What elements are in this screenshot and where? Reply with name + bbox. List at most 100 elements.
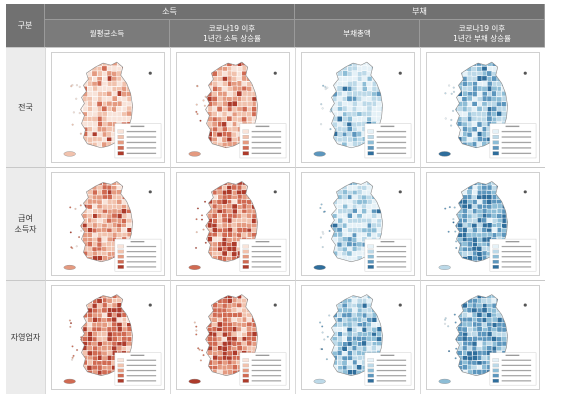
region (246, 111, 252, 118)
region (455, 251, 458, 257)
region (205, 246, 209, 253)
legend-swatch (117, 244, 124, 249)
region (506, 303, 508, 309)
region (116, 62, 123, 67)
region (205, 65, 208, 72)
region (101, 105, 108, 112)
region (87, 294, 94, 300)
region (496, 90, 502, 97)
region (107, 331, 113, 338)
legend-swatch (367, 135, 374, 139)
region (330, 251, 334, 258)
island (444, 317, 447, 320)
korea-map (438, 294, 537, 386)
legend-swatch (117, 373, 124, 378)
region (205, 250, 209, 257)
region (381, 81, 383, 88)
legend-label (251, 147, 282, 149)
region (226, 91, 233, 98)
region (221, 198, 228, 205)
region (256, 336, 258, 342)
region (205, 121, 209, 128)
region (207, 147, 214, 148)
region (92, 85, 99, 92)
map-cell (45, 280, 170, 394)
region (241, 106, 248, 113)
legend-label (376, 256, 407, 258)
region (211, 260, 218, 262)
region (506, 65, 508, 72)
region (256, 303, 258, 309)
region (337, 146, 343, 148)
legend-label (501, 380, 532, 382)
region (347, 360, 354, 366)
region (80, 298, 84, 304)
region (476, 312, 483, 318)
island (452, 218, 455, 221)
region (106, 146, 113, 148)
region (381, 65, 383, 72)
region (205, 217, 208, 224)
region (501, 208, 508, 215)
region (92, 189, 99, 196)
region (231, 222, 238, 229)
region (341, 194, 348, 200)
region (246, 100, 253, 107)
korea-map (438, 61, 537, 159)
legend-swatch (492, 378, 499, 383)
region (106, 100, 113, 107)
region (505, 101, 508, 108)
region (496, 115, 503, 122)
region (97, 260, 103, 262)
region (131, 312, 133, 318)
island (71, 358, 74, 361)
region (131, 70, 133, 77)
legend-label (251, 141, 282, 144)
jeju-island (63, 151, 76, 157)
region (342, 75, 349, 82)
region (476, 222, 483, 229)
region (241, 194, 248, 200)
region (206, 65, 213, 72)
region (226, 131, 233, 138)
region (361, 194, 368, 201)
region (222, 326, 228, 333)
region (496, 70, 503, 77)
country-outline (455, 61, 508, 149)
island (195, 231, 198, 234)
legend-swatch (492, 373, 499, 378)
legend-label (126, 359, 157, 361)
region (255, 218, 258, 224)
region (121, 208, 127, 215)
region (231, 199, 238, 205)
region (466, 85, 473, 92)
region (231, 100, 238, 107)
region (236, 345, 243, 351)
legend-title (505, 125, 520, 128)
region (486, 317, 493, 323)
region (121, 189, 128, 196)
region (352, 100, 358, 107)
island (193, 321, 196, 324)
region (82, 184, 89, 191)
legend-title (130, 125, 145, 128)
region (251, 181, 258, 187)
region (506, 185, 508, 191)
region (330, 116, 333, 123)
region (101, 184, 108, 191)
region (232, 364, 238, 371)
region (481, 75, 488, 82)
region (97, 85, 104, 92)
region (117, 326, 123, 333)
region (506, 111, 508, 117)
region (361, 75, 368, 82)
region (501, 336, 508, 342)
region (91, 364, 98, 371)
region (376, 194, 383, 201)
legend-swatch (492, 358, 499, 363)
legend-label (251, 261, 282, 263)
region (506, 91, 508, 98)
header-category: 구분 (6, 4, 45, 47)
region (361, 340, 368, 347)
region (491, 227, 498, 233)
